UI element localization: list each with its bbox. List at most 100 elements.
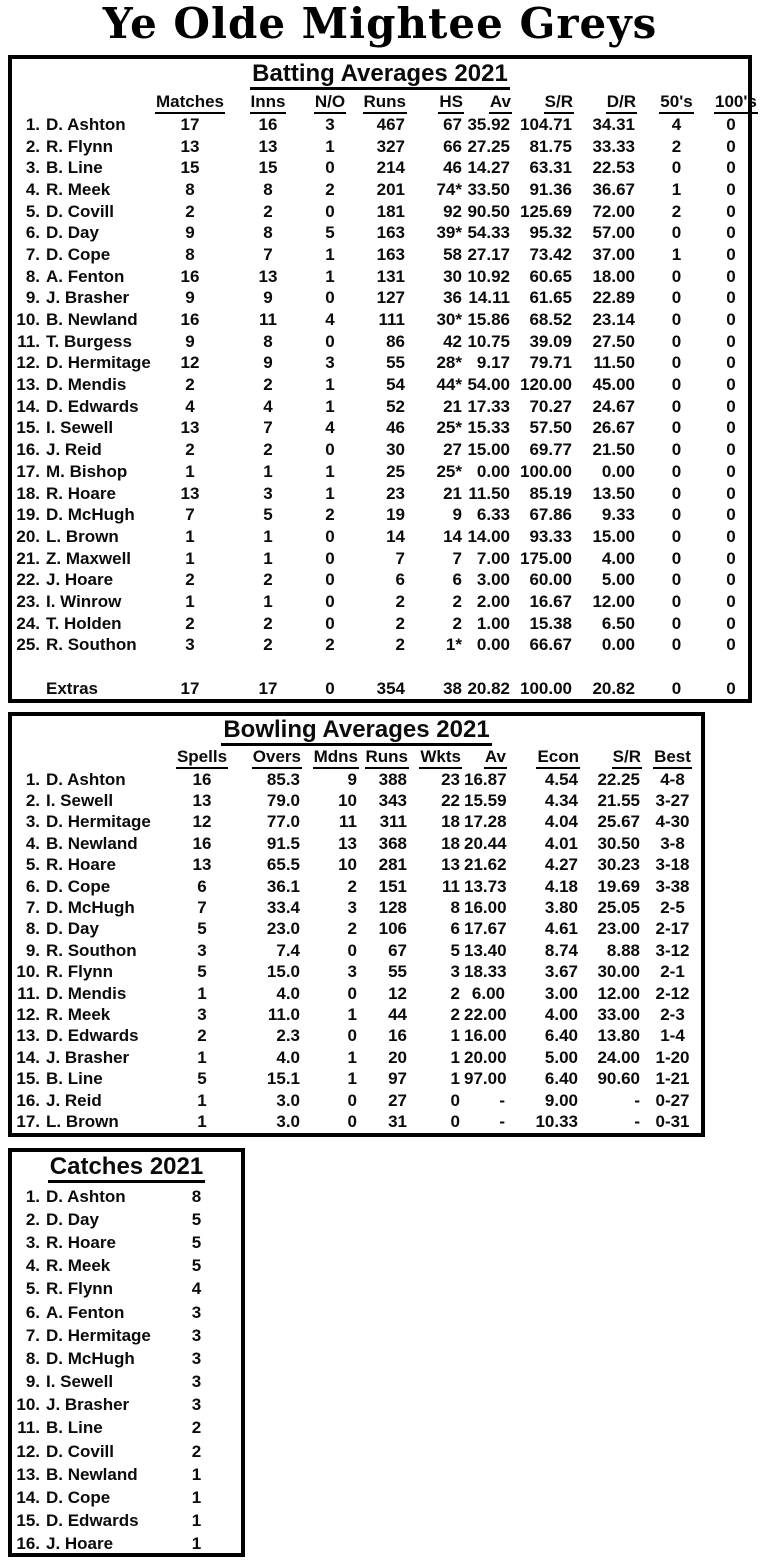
fifties-value: 0 [671,505,682,525]
matches-value: 9 [185,331,195,351]
table-row: 15. B. Line 5 15.1 1 97 1 97.00 6.40 90.6… [12,1068,701,1089]
batting-header-matches: Matches [152,91,228,114]
sr-value: 30.50 [597,833,640,853]
no-value: 0 [325,158,335,178]
no-value: 0 [325,613,335,633]
hs-value: 6 [452,570,462,590]
av-value: 0.00 [476,635,510,655]
table-row: 15. I. Sewell 13 7 4 46 25* 15.33 57.50 2… [12,418,748,440]
hs-value: 27 [443,440,462,460]
matches-value: 12 [180,353,200,373]
catches-value: 4 [191,1279,202,1299]
table-row: 1. D. Ashton 16 85.3 9 388 23 16.87 4.54 … [12,769,701,790]
econ-value: 4.34 [544,791,578,811]
hs-value: 58 [443,244,462,264]
av-value: - [499,1090,505,1110]
av-value: 54.33 [467,223,510,243]
spells-value: 1 [197,1111,207,1131]
inns-value: 7 [263,244,273,264]
bowling-stats: Spells Overs Mdns Runs Wkts Av Econ S/R … [12,746,701,1133]
sr-value: 68.52 [529,310,572,330]
sr-value: 120.00 [520,375,572,395]
table-row: 5. D. Covill 2 2 0 181 92 90.50 125.69 72… [12,201,748,223]
mdns-value: 0 [347,1111,357,1131]
runs-value: 354 [376,678,405,698]
no-value: 0 [325,331,335,351]
player-name: 9. I. Sewell [25,1372,114,1392]
hs-value: 2 [452,591,462,611]
inns-value: 1 [263,591,273,611]
sr-value: 100.00 [520,461,572,481]
av-value: 27.25 [467,136,510,156]
wkts-value: 22 [441,791,460,811]
player-name: 2. I. Sewell [25,791,114,811]
table-row: 1. D. Ashton 17 16 3 467 67 35.92 104.71 … [12,114,748,136]
fifties-value: 0 [671,613,682,633]
table-row: 20. L. Brown 1 1 0 14 14 14.00 93.33 15.0… [12,526,748,548]
sr-value: 39.09 [529,331,572,351]
table-row: 17. M. Bishop 1 1 1 25 25* 0.00 100.00 0.… [12,461,748,483]
inns-value: 9 [263,288,273,308]
dr-value: 57.00 [592,223,635,243]
overs-value: 36.1 [266,876,300,896]
table-row: 21. Z. Maxwell 1 1 0 7 7 7.00 175.00 4.00… [12,548,748,570]
player-name: 12. D. Hermitage [16,353,151,373]
no-value: 1 [325,461,335,481]
overs-value: 7.4 [276,940,300,960]
batting-header-name [12,91,152,114]
inns-value: 2 [263,635,273,655]
spells-value: 5 [197,919,207,939]
spacer-row [12,656,748,678]
fifties-value: 1 [671,244,682,264]
overs-value: 33.4 [266,898,300,918]
av-value: 1.00 [476,613,510,633]
no-value: 0 [325,440,335,460]
no-value: 1 [325,266,335,286]
runs-value: 2 [395,613,405,633]
hundreds-value: 0 [726,158,736,178]
av-value: 14.00 [467,526,510,546]
dr-value: 22.89 [592,288,635,308]
catches-value: 1 [191,1511,202,1531]
player-name: 4. R. Meek [25,1256,111,1276]
av-value: 97.00 [464,1069,507,1089]
hs-value: 74* [436,179,462,199]
runs-value: 467 [376,114,405,134]
spells-value: 16 [192,769,212,789]
best-value: 2-17 [655,919,690,939]
spells-value: 1 [197,1047,207,1067]
runs-value: 327 [376,136,405,156]
dr-value: 15.00 [592,526,635,546]
spells-value: 6 [197,876,207,896]
matches-value: 8 [185,244,195,264]
bowling-header-best: Best [644,746,701,769]
best-value: 2-12 [655,983,690,1003]
table-row: 13. D. Edwards 2 2.3 0 16 1 16.00 6.40 13… [12,1026,701,1047]
batting-averages-table: Batting Averages 2021 Matches Inns N/O R… [8,55,758,703]
table-row: 14. J. Brasher 1 4.0 1 20 1 20.00 5.00 24… [12,1047,701,1068]
sr-value: 67.86 [529,505,572,525]
sr-value: - [634,1111,640,1131]
hundreds-value: 0 [726,526,736,546]
mdns-value: 0 [347,1026,357,1046]
hs-value: 25* [436,461,462,481]
spells-value: 13 [192,855,212,875]
wkts-value: 2 [450,1004,460,1024]
best-value: 2-3 [660,1004,685,1024]
table-row: 25. R. Southon 3 2 2 2 1* 0.00 66.67 0.00… [12,635,748,657]
runs-value: 30 [386,440,405,460]
runs-value: 214 [376,158,405,178]
inns-value: 3 [263,483,273,503]
fifties-value: 2 [671,136,682,156]
table-row: 7. D. McHugh 7 33.4 3 128 8 16.00 3.80 25… [12,897,701,918]
player-name: 15. D. Edwards [16,1511,139,1531]
econ-value: 10.33 [535,1111,578,1131]
dr-value: 36.67 [592,179,635,199]
hundreds-value: 0 [726,678,736,698]
catches-value: 3 [191,1302,202,1322]
wkts-value: 6 [450,919,460,939]
dr-value: 0.00 [601,461,635,481]
inns-value: 11 [259,310,277,330]
spells-value: 3 [197,940,207,960]
